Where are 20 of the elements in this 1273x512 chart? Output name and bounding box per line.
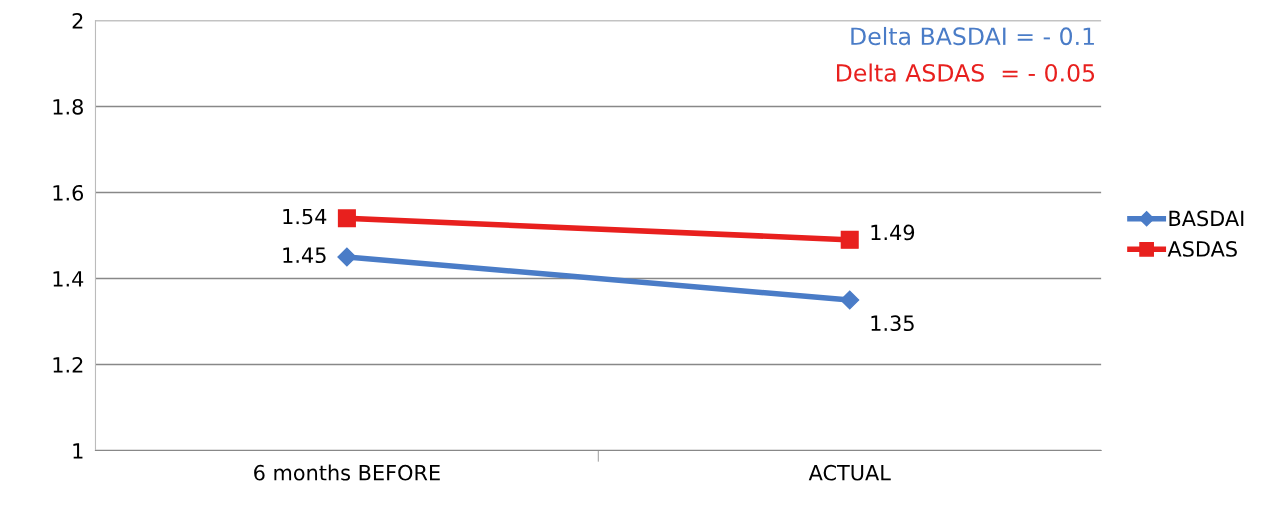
y-tick-label: 1.8 bbox=[53, 98, 83, 115]
data-label: 1.45 bbox=[283, 247, 326, 264]
data-label: 1.54 bbox=[283, 208, 327, 225]
y-tick-label: 1.6 bbox=[53, 184, 84, 201]
y-tick-label: 1 bbox=[73, 443, 83, 459]
annotation: Delta ASDAS = - 0.05 bbox=[837, 63, 1095, 82]
y-tick-label: 1.2 bbox=[53, 357, 83, 373]
legend-label: BASDAI bbox=[1169, 210, 1244, 227]
point bbox=[840, 290, 860, 310]
annotation: Delta BASDAI = - 0.1 bbox=[851, 26, 1094, 46]
legend-label: ASDAS bbox=[1167, 241, 1237, 257]
data-label: 1.35 bbox=[871, 315, 914, 332]
y-tick-label: 2 bbox=[72, 12, 83, 29]
data-label: 1.49 bbox=[871, 224, 915, 241]
y-tick-label: 1.4 bbox=[53, 271, 84, 287]
x-tick-label: 6 months BEFORE bbox=[254, 464, 440, 481]
point bbox=[840, 230, 859, 249]
point bbox=[337, 247, 357, 267]
x-tick-label: ACTUAL bbox=[808, 464, 891, 481]
point bbox=[337, 209, 356, 228]
